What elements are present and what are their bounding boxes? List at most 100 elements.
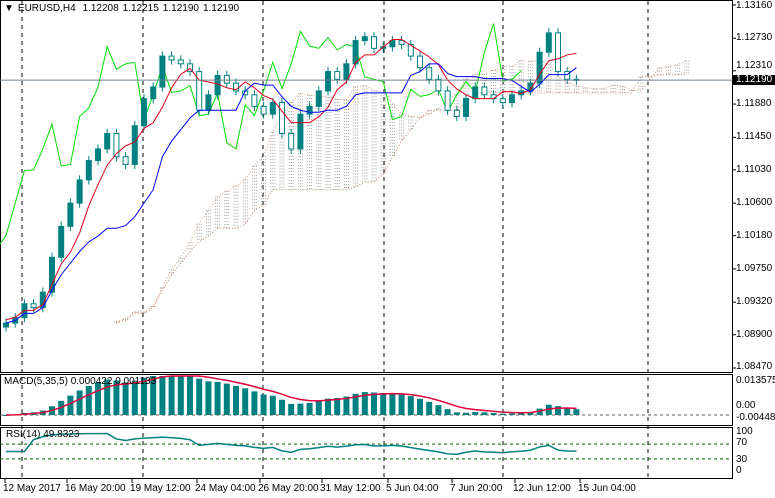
high-value: 1.12215 bbox=[122, 3, 159, 14]
macd-histogram-bar bbox=[444, 409, 451, 415]
rsi-axis-0: 0 bbox=[736, 465, 742, 476]
time-axis-label: 24 May 04:00 bbox=[195, 483, 256, 494]
time-axis-label: 26 May 20:00 bbox=[258, 483, 319, 494]
time-axis-label: 12 Jun 12:00 bbox=[513, 483, 571, 494]
candle-body bbox=[536, 51, 543, 84]
macd-histogram-bar bbox=[463, 412, 469, 415]
candle-body bbox=[371, 36, 377, 49]
candle-body bbox=[150, 86, 157, 100]
chart-header: ▼ EURUSD,H4 1.12208 1.12215 1.12190 1.12190 bbox=[4, 3, 243, 15]
macd-histogram-bar bbox=[527, 412, 534, 415]
time-axis-label: 15 Jun 04:00 bbox=[578, 483, 636, 494]
senkou-span-b bbox=[116, 74, 687, 324]
macd-histogram-bar bbox=[361, 392, 368, 415]
candle-body bbox=[269, 102, 276, 115]
macd-histogram-bar bbox=[499, 413, 506, 415]
macd-histogram-bar bbox=[196, 378, 203, 415]
price-axis-label: 1.09320 bbox=[736, 296, 773, 308]
candle-body bbox=[122, 156, 129, 165]
price-axis-label: 1.08470 bbox=[736, 361, 773, 372]
macd-histogram-bar bbox=[141, 377, 147, 415]
time-axis-label: 12 May 2017 bbox=[3, 483, 61, 494]
macd-histogram-bar bbox=[334, 398, 341, 415]
candle-body bbox=[3, 322, 9, 328]
macd-histogram-bar bbox=[352, 393, 359, 415]
candle-body bbox=[159, 55, 166, 88]
macd-label: MACD(5,35,5) 0.000422 0.001133 bbox=[4, 376, 157, 387]
candle-body bbox=[426, 67, 433, 80]
macd-histogram-bar bbox=[564, 407, 571, 415]
candle-body bbox=[325, 71, 331, 92]
macd-histogram-bar bbox=[187, 376, 193, 415]
candle-body bbox=[389, 40, 396, 48]
candle-body bbox=[398, 40, 405, 45]
macd-histogram-bar bbox=[371, 392, 377, 415]
macd-histogram-bar bbox=[223, 383, 230, 415]
macd-histogram-bar bbox=[573, 409, 580, 415]
price-axis-label: 1.11450 bbox=[736, 131, 772, 143]
price-axis-label: 1.11030 bbox=[736, 163, 772, 175]
macd-histogram-bar bbox=[555, 406, 561, 415]
macd-histogram-bar bbox=[233, 385, 239, 415]
rsi-pane-frame bbox=[0, 427, 733, 479]
macd-signal-line bbox=[5, 375, 577, 416]
candle-body bbox=[435, 78, 442, 92]
candle-body bbox=[223, 74, 230, 84]
macd-histogram-bar bbox=[481, 412, 488, 415]
price-axis-label: 1.09750 bbox=[736, 262, 773, 274]
macd-histogram-bar bbox=[545, 404, 552, 415]
candle-body bbox=[509, 94, 515, 104]
candle-body bbox=[481, 86, 488, 96]
macd-histogram-bar bbox=[95, 382, 101, 415]
macd-histogram-bar bbox=[297, 403, 304, 415]
chikou-line bbox=[0, 23, 522, 245]
rsi-axis-70: 70 bbox=[736, 437, 748, 448]
candle-body bbox=[343, 63, 350, 80]
macd-histogram-bar bbox=[168, 376, 175, 415]
candle-body bbox=[472, 86, 479, 100]
time-axis-label: 7 Jun 20:00 bbox=[450, 483, 503, 494]
macd-histogram-bar bbox=[242, 388, 249, 415]
price-axis-label: 1.12730 bbox=[736, 32, 773, 44]
macd-histogram-bar bbox=[205, 381, 212, 415]
macd-histogram-bar bbox=[518, 412, 525, 415]
macd-histogram-bar bbox=[417, 398, 423, 415]
candle-body bbox=[187, 63, 193, 73]
candle-body bbox=[463, 98, 469, 117]
macd-histogram-bar bbox=[315, 401, 322, 415]
macd-histogram-bar bbox=[104, 379, 111, 415]
time-axis-label: 31 May 12:00 bbox=[320, 483, 381, 494]
candle-body bbox=[297, 113, 304, 150]
macd-histogram-bar bbox=[426, 401, 433, 415]
candle-body bbox=[85, 160, 92, 181]
macd-histogram-bar bbox=[214, 381, 221, 415]
symbol-label: EURUSD,H4 bbox=[17, 3, 76, 14]
kijun-line bbox=[5, 63, 577, 324]
candle-body bbox=[260, 105, 267, 115]
rsi-label: RSI(14) 49.8323 bbox=[6, 429, 80, 440]
open-value: 1.12208 bbox=[82, 3, 119, 14]
macd-histogram-bar bbox=[76, 390, 83, 415]
macd-histogram-bar bbox=[509, 413, 515, 415]
candle-body bbox=[361, 36, 368, 42]
macd-histogram-bar bbox=[407, 396, 414, 415]
time-axis-label: 5 Jun 04:00 bbox=[386, 483, 439, 494]
macd-histogram-bar bbox=[260, 394, 267, 415]
price-axis-label: 1.12310 bbox=[736, 60, 773, 71]
macd-histogram-bar bbox=[380, 393, 387, 415]
macd-histogram-bar bbox=[398, 394, 405, 415]
candle-body bbox=[141, 98, 147, 127]
candle-body bbox=[168, 55, 175, 61]
candle-body bbox=[306, 105, 313, 115]
candle-body bbox=[95, 148, 101, 162]
collapse-triangle-icon[interactable]: ▼ bbox=[4, 3, 14, 14]
macd-axis-zero: 0.00 bbox=[736, 400, 756, 411]
macd-histogram-bar bbox=[251, 391, 258, 415]
macd-axis-min: -0.004483 bbox=[736, 412, 775, 423]
macd-histogram-bar bbox=[279, 399, 285, 415]
macd-histogram-bar bbox=[288, 403, 295, 415]
macd-histogram-bar bbox=[177, 376, 184, 415]
macd-histogram-bar bbox=[343, 396, 350, 415]
